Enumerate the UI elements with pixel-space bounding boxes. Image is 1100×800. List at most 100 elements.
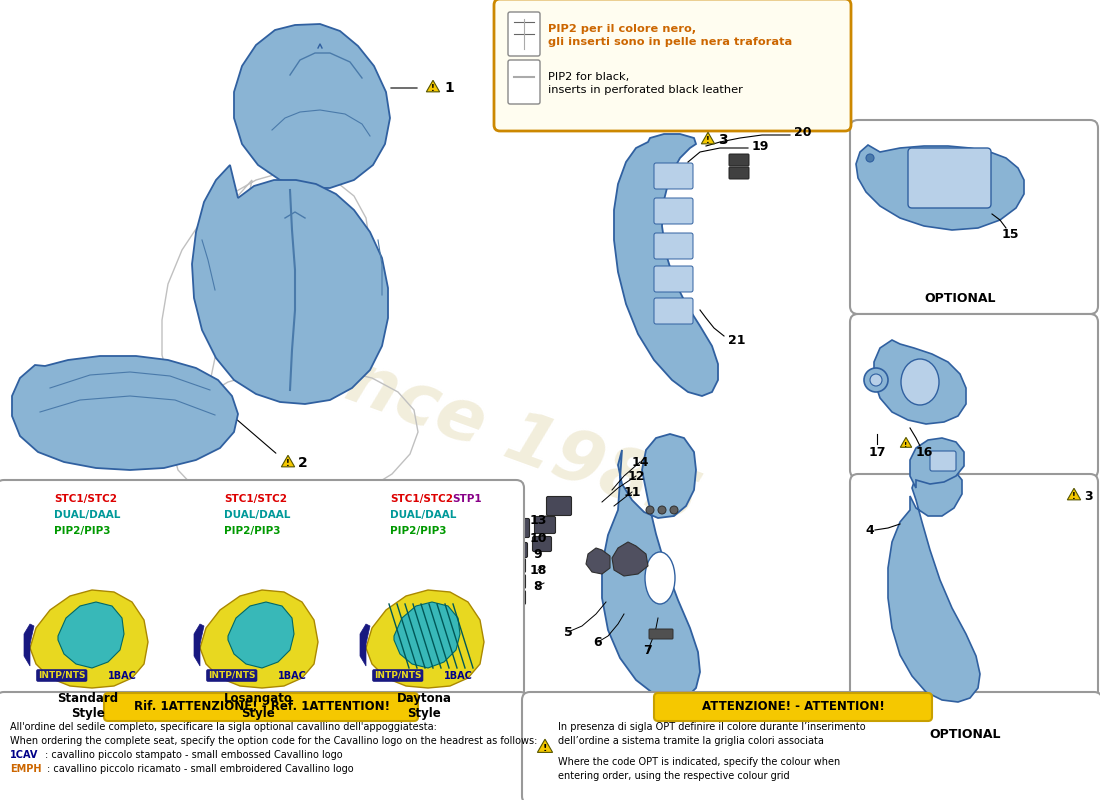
Polygon shape — [612, 542, 648, 576]
Text: 9: 9 — [534, 547, 542, 561]
Circle shape — [870, 374, 882, 386]
Polygon shape — [366, 590, 484, 688]
FancyBboxPatch shape — [522, 692, 1100, 800]
Text: DUAL/DAAL: DUAL/DAAL — [54, 510, 120, 520]
Text: 1CAV: 1CAV — [10, 750, 38, 760]
Text: 10: 10 — [529, 531, 547, 545]
Polygon shape — [234, 24, 390, 188]
Polygon shape — [856, 145, 1024, 230]
Text: Where the code OPT is indicated, specify the colour when
entering order, using t: Where the code OPT is indicated, specify… — [558, 757, 840, 781]
Text: 7: 7 — [644, 643, 652, 657]
Text: 3: 3 — [718, 133, 727, 147]
Polygon shape — [24, 624, 34, 666]
Text: OPTIONAL: OPTIONAL — [924, 291, 996, 305]
Ellipse shape — [645, 552, 675, 604]
FancyBboxPatch shape — [506, 518, 529, 538]
Polygon shape — [194, 624, 204, 666]
Text: Losangato
Style: Losangato Style — [223, 692, 293, 720]
FancyBboxPatch shape — [654, 198, 693, 224]
Text: 16: 16 — [916, 446, 934, 459]
Text: DUAL/DAAL: DUAL/DAAL — [390, 510, 456, 520]
FancyBboxPatch shape — [508, 558, 526, 573]
FancyBboxPatch shape — [729, 167, 749, 179]
Text: 18: 18 — [529, 563, 547, 577]
Text: 3: 3 — [1084, 490, 1092, 502]
Text: !: ! — [1072, 492, 1076, 501]
Text: since 1985: since 1985 — [273, 323, 707, 537]
Text: When ordering the complete seat, specify the option code for the Cavallino logo : When ordering the complete seat, specify… — [10, 736, 538, 746]
Polygon shape — [1067, 488, 1080, 500]
Text: 17: 17 — [868, 446, 886, 459]
FancyBboxPatch shape — [104, 693, 418, 721]
Polygon shape — [192, 165, 388, 404]
FancyBboxPatch shape — [850, 314, 1098, 478]
FancyBboxPatch shape — [654, 298, 693, 324]
Circle shape — [646, 506, 654, 514]
FancyBboxPatch shape — [908, 148, 991, 208]
FancyBboxPatch shape — [0, 692, 528, 800]
Polygon shape — [910, 438, 964, 488]
Text: !: ! — [904, 442, 907, 448]
Text: In presenza di sigla OPT definire il colore durante l’inserimento
dell’ordine a : In presenza di sigla OPT definire il col… — [558, 722, 866, 746]
Text: 5: 5 — [563, 626, 572, 638]
FancyBboxPatch shape — [508, 590, 526, 605]
Polygon shape — [427, 80, 440, 92]
FancyBboxPatch shape — [649, 629, 673, 639]
Text: !: ! — [286, 459, 290, 468]
Text: STC1/STC2: STC1/STC2 — [390, 494, 453, 504]
FancyBboxPatch shape — [547, 497, 572, 515]
FancyBboxPatch shape — [532, 537, 551, 551]
Polygon shape — [360, 624, 370, 666]
Text: Rif. 1ATTENZIONE! - Ref. 1ATTENTION!: Rif. 1ATTENZIONE! - Ref. 1ATTENTION! — [134, 699, 390, 713]
FancyBboxPatch shape — [508, 60, 540, 104]
Polygon shape — [702, 132, 715, 144]
Polygon shape — [538, 739, 552, 752]
Text: 1: 1 — [444, 81, 453, 95]
Text: 6: 6 — [594, 635, 603, 649]
Text: PIP2 for black,
inserts in perforated black leather: PIP2 for black, inserts in perforated bl… — [548, 72, 742, 95]
Polygon shape — [874, 340, 966, 424]
Text: 4: 4 — [866, 523, 874, 537]
Polygon shape — [394, 602, 460, 668]
Text: OPTIONAL: OPTIONAL — [930, 729, 1001, 742]
Text: !: ! — [431, 84, 434, 94]
Text: EMPH: EMPH — [10, 764, 42, 774]
Text: : cavallino piccolo stampato - small embossed Cavallino logo: : cavallino piccolo stampato - small emb… — [45, 750, 342, 760]
Text: All'ordine del sedile completo, specificare la sigla optional cavallino dell'app: All'ordine del sedile completo, specific… — [10, 722, 437, 732]
FancyBboxPatch shape — [654, 233, 693, 259]
Circle shape — [866, 154, 874, 162]
FancyBboxPatch shape — [729, 154, 749, 166]
Polygon shape — [228, 602, 294, 668]
FancyBboxPatch shape — [654, 266, 693, 292]
Text: 13: 13 — [529, 514, 547, 526]
Circle shape — [658, 506, 666, 514]
Text: Standard
Style: Standard Style — [57, 692, 119, 720]
Text: !: ! — [706, 136, 710, 146]
Text: ATTENZIONE! - ATTENTION!: ATTENZIONE! - ATTENTION! — [702, 699, 884, 713]
Text: DUAL/DAAL: DUAL/DAAL — [224, 510, 290, 520]
Text: !: ! — [542, 744, 547, 754]
FancyBboxPatch shape — [850, 120, 1098, 314]
Text: PIP2/PIP3: PIP2/PIP3 — [54, 526, 110, 536]
Polygon shape — [30, 590, 148, 688]
Polygon shape — [200, 590, 318, 688]
Text: 1BAC: 1BAC — [108, 671, 136, 681]
Text: STP1: STP1 — [452, 494, 482, 504]
Text: 19: 19 — [752, 139, 769, 153]
FancyBboxPatch shape — [535, 517, 556, 534]
Polygon shape — [614, 134, 718, 396]
Polygon shape — [12, 356, 238, 470]
Text: STC1/STC2: STC1/STC2 — [224, 494, 287, 504]
Text: 21: 21 — [728, 334, 746, 346]
Text: 20: 20 — [794, 126, 812, 139]
Text: 1BAC: 1BAC — [444, 671, 473, 681]
Text: 1BAC: 1BAC — [278, 671, 307, 681]
Text: 12: 12 — [627, 470, 645, 482]
Text: INTP/NTS: INTP/NTS — [208, 671, 255, 680]
FancyBboxPatch shape — [654, 163, 693, 189]
Text: PIP2/PIP3: PIP2/PIP3 — [390, 526, 447, 536]
Text: : cavallino piccolo ricamato - small embroidered Cavallino logo: : cavallino piccolo ricamato - small emb… — [47, 764, 353, 774]
FancyBboxPatch shape — [508, 542, 528, 558]
FancyBboxPatch shape — [850, 474, 1098, 758]
FancyBboxPatch shape — [654, 693, 932, 721]
